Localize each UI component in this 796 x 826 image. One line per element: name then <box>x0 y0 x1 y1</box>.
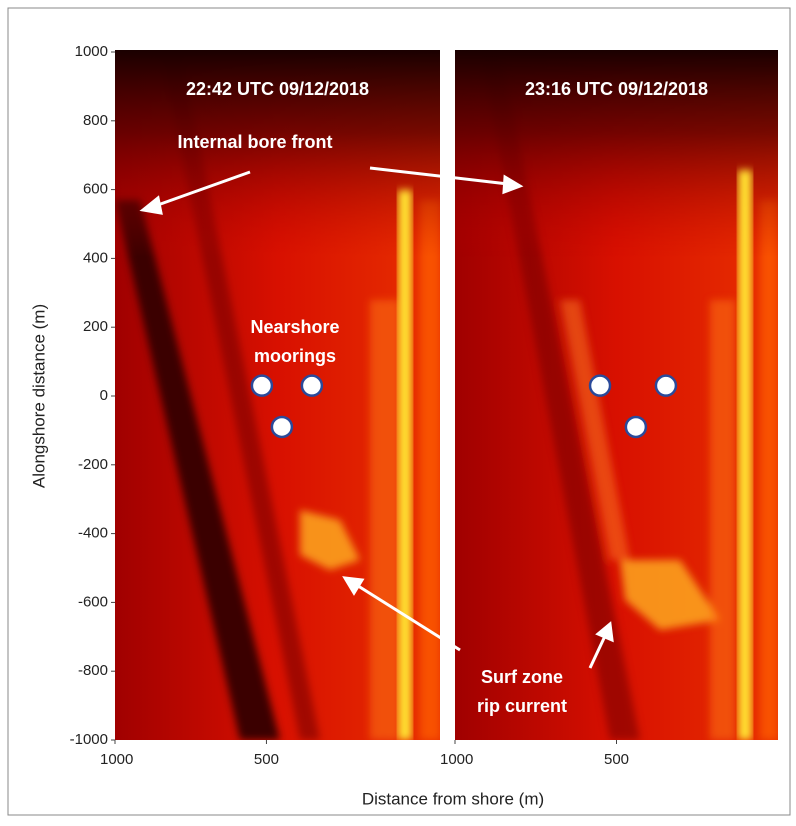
annotation: Internal bore front <box>177 132 332 152</box>
y-tick-label: 1000 <box>75 43 108 60</box>
panel-image <box>115 50 440 740</box>
y-tick-label: 400 <box>83 249 108 266</box>
y-tick-label: -600 <box>78 593 108 610</box>
y-tick-label: 600 <box>83 181 108 198</box>
y-tick-label: -800 <box>78 662 108 679</box>
frame <box>7 7 791 816</box>
y-tick-label: 200 <box>83 318 108 335</box>
x-axis-label: Distance from shore (m) <box>362 789 544 808</box>
arrows <box>139 166 614 669</box>
y-tick-label: -200 <box>78 456 108 473</box>
mooring <box>300 374 324 397</box>
x-tick-label: 1000 <box>100 751 133 768</box>
y-tick-label: -400 <box>78 525 108 542</box>
mooring <box>250 374 274 397</box>
annotation: Surf zone <box>481 667 563 687</box>
mooring <box>624 415 648 439</box>
y-axis-label: Alongshore distance (m) <box>29 304 48 488</box>
x-tick-label: 500 <box>254 751 279 768</box>
y-tick-label: 0 <box>100 387 108 404</box>
annotation: rip current <box>477 696 567 716</box>
mooring <box>270 415 294 439</box>
panel-title: 22:42 UTC 09/12/2018 <box>186 79 369 99</box>
mooring <box>588 374 612 397</box>
x-tick-label: 1000 <box>440 751 473 768</box>
y-tick-label: 800 <box>83 112 108 129</box>
panel-title: 23:16 UTC 09/12/2018 <box>525 79 708 99</box>
annotation: Nearshore <box>250 317 339 337</box>
annotation: moorings <box>254 346 336 366</box>
x-tick-label: 500 <box>604 751 629 768</box>
panel-image <box>455 50 778 740</box>
mooring <box>654 374 678 397</box>
y-tick-label: -1000 <box>70 731 108 748</box>
